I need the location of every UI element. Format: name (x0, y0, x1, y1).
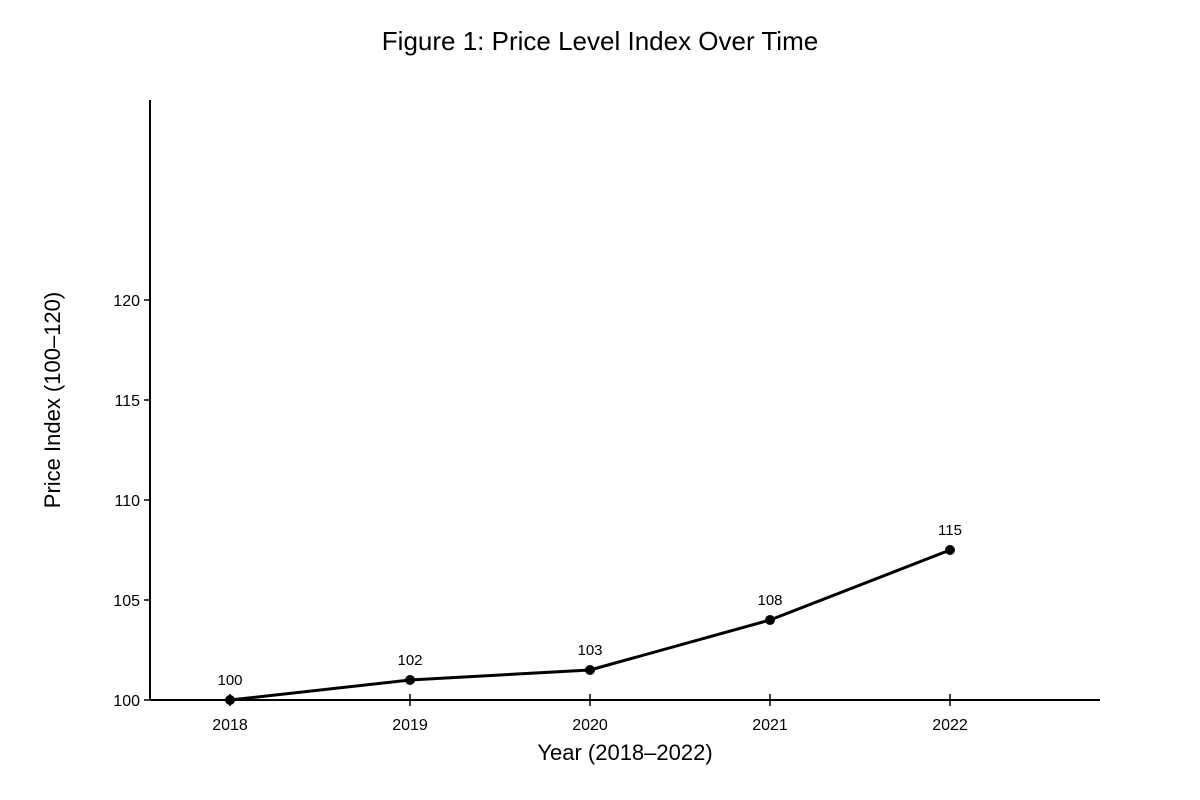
y-ticks-group: 100 105 110 115 120 (113, 293, 150, 710)
data-point (585, 665, 595, 675)
data-label: 115 (938, 522, 962, 539)
data-point (225, 695, 235, 705)
data-point (945, 545, 955, 555)
series-line (229, 548, 951, 702)
y-tick-label: 105 (113, 593, 140, 610)
x-tick-label: 2020 (572, 717, 608, 734)
y-tick-label: 100 (113, 693, 140, 710)
data-label: 100 (217, 672, 242, 689)
data-label: 103 (577, 642, 602, 659)
x-tick-label: 2022 (932, 717, 968, 734)
series-layer: 100 102 103 108 115 (217, 522, 962, 705)
data-label: 108 (757, 592, 782, 609)
data-point (405, 675, 415, 685)
y-axis-label: Price Index (100–120) (40, 292, 65, 508)
chart-title: Figure 1: Price Level Index Over Time (382, 26, 818, 56)
x-tick-label: 2018 (212, 717, 248, 734)
y-tick-label: 110 (114, 493, 140, 510)
y-tick-label: 115 (114, 393, 140, 410)
x-tick-label: 2021 (752, 717, 788, 734)
data-label: 102 (397, 652, 422, 669)
data-point (765, 615, 775, 625)
x-tick-label: 2019 (392, 717, 428, 734)
x-axis-label: Year (2018–2022) (537, 740, 712, 765)
y-tick-label: 120 (113, 293, 140, 310)
x-ticks-group: 2018 2019 2020 2021 2022 (212, 694, 968, 734)
